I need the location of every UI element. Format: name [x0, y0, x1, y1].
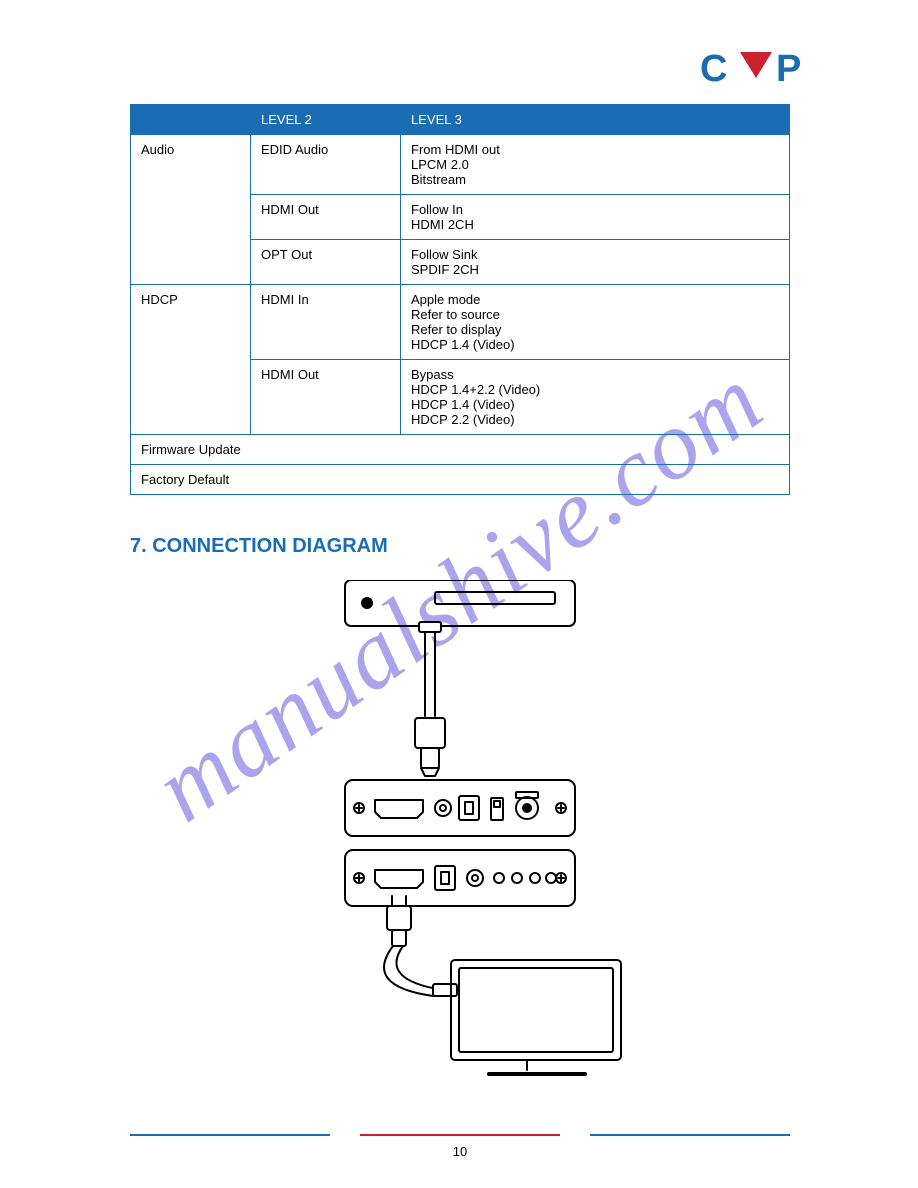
- connection-diagram: [275, 580, 645, 1080]
- unit-front-panel-icon: [345, 850, 575, 906]
- table-row: Firmware Update: [131, 435, 790, 465]
- cell-level2: EDID Audio: [251, 135, 401, 195]
- page-footer: 10: [130, 1134, 790, 1138]
- col-header-blank: [131, 105, 251, 135]
- hdmi-cable-bottom: [384, 896, 457, 996]
- group-hdcp: HDCP: [131, 285, 251, 435]
- cell-level3: From HDMI out LPCM 2.0 Bitstream: [401, 135, 790, 195]
- table-row: Factory Default: [131, 465, 790, 495]
- hdmi-cable-top: [415, 622, 445, 776]
- unit-rear-panel-icon: [345, 780, 575, 836]
- osd-menu-table: LEVEL 2 LEVEL 3 Audio EDID Audio From HD…: [130, 104, 790, 495]
- cell-level3: Follow Sink SPDIF 2CH: [401, 240, 790, 285]
- col-header-level3: LEVEL 3: [401, 105, 790, 135]
- table-row: Audio EDID Audio From HDMI out LPCM 2.0 …: [131, 135, 790, 195]
- cell-level3: Follow In HDMI 2CH: [401, 195, 790, 240]
- col-header-level2: LEVEL 2: [251, 105, 401, 135]
- row-factory-default: Factory Default: [131, 465, 790, 495]
- source-device-icon: [345, 580, 575, 626]
- display-icon: [451, 960, 621, 1074]
- footer-rule-blue-right: [590, 1134, 790, 1136]
- cell-level2: HDMI Out: [251, 195, 401, 240]
- section-heading-connection-diagram: 7. CONNECTION DIAGRAM: [130, 535, 790, 558]
- footer-rule-blue-left: [130, 1134, 330, 1136]
- logo-letter-c: C: [700, 48, 725, 91]
- cell-level2: OPT Out: [251, 240, 401, 285]
- logo-triangle-icon: [740, 52, 772, 78]
- brand-logo: C P: [700, 46, 818, 86]
- page-number: 10: [130, 1144, 790, 1159]
- footer-rule-red: [360, 1134, 560, 1136]
- cell-level3: Apple mode Refer to source Refer to disp…: [401, 285, 790, 360]
- logo-letter-p: P: [776, 48, 799, 91]
- cell-level3: Bypass HDCP 1.4+2.2 (Video) HDCP 1.4 (Vi…: [401, 360, 790, 435]
- table-row: HDCP HDMI In Apple mode Refer to source …: [131, 285, 790, 360]
- cell-level2: HDMI In: [251, 285, 401, 360]
- cell-level2: HDMI Out: [251, 360, 401, 435]
- row-firmware-update: Firmware Update: [131, 435, 790, 465]
- group-audio: Audio: [131, 135, 251, 285]
